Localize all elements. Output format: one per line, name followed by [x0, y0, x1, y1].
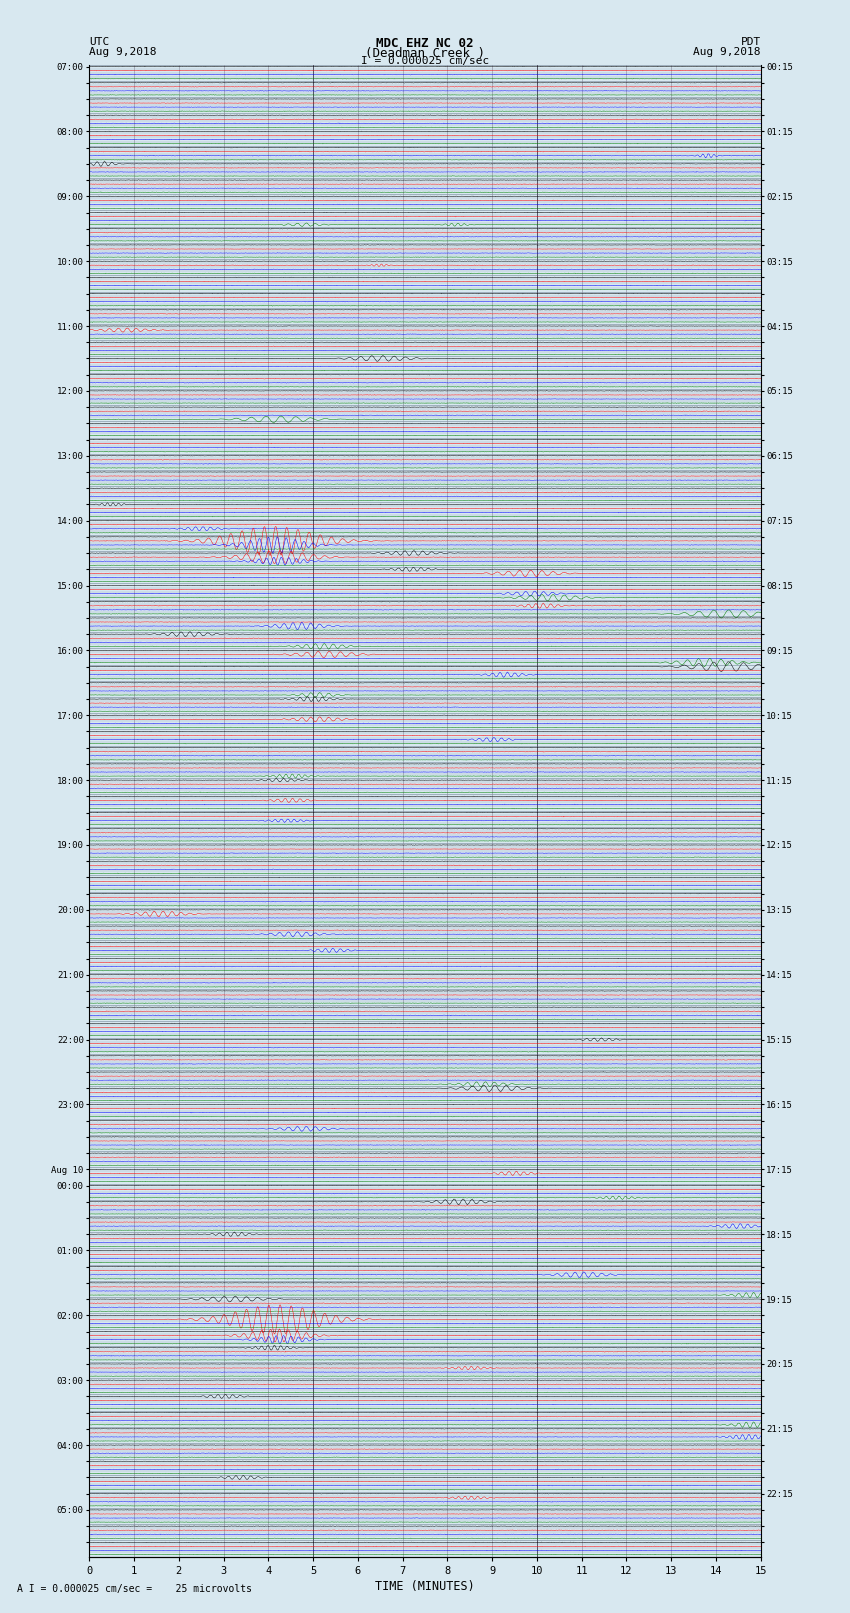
Text: A I = 0.000025 cm/sec =    25 microvolts: A I = 0.000025 cm/sec = 25 microvolts: [17, 1584, 252, 1594]
Text: MDC EHZ NC 02: MDC EHZ NC 02: [377, 37, 473, 50]
Text: PDT: PDT: [740, 37, 761, 47]
X-axis label: TIME (MINUTES): TIME (MINUTES): [375, 1579, 475, 1592]
Text: UTC: UTC: [89, 37, 110, 47]
Text: Aug 9,2018: Aug 9,2018: [694, 47, 761, 56]
Text: Aug 9,2018: Aug 9,2018: [89, 47, 156, 56]
Text: (Deadman Creek ): (Deadman Creek ): [365, 47, 485, 60]
Text: I = 0.000025 cm/sec: I = 0.000025 cm/sec: [361, 56, 489, 66]
